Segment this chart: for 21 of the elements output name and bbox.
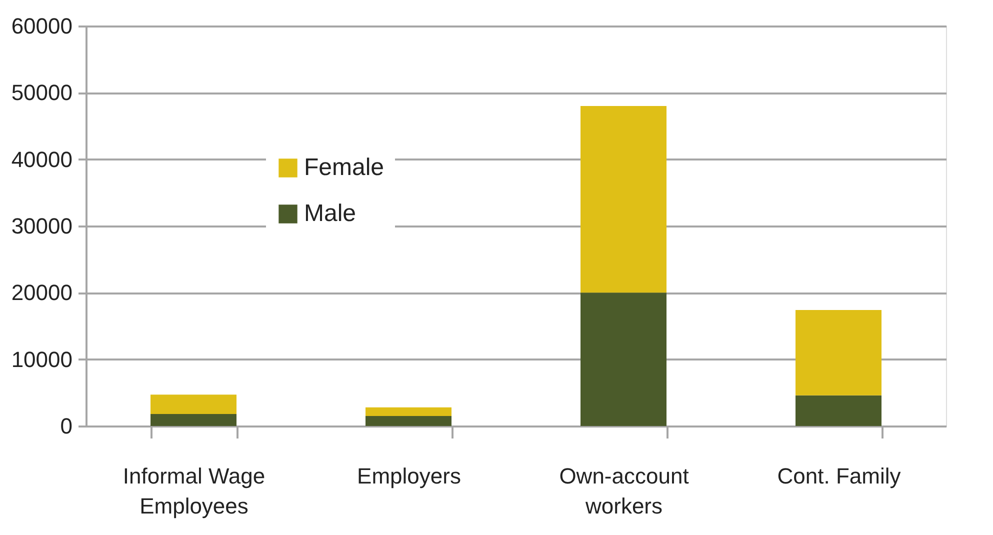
bar: [366, 407, 452, 416]
x-tick-label: Cont. Family: [777, 464, 901, 488]
y-tick-label: 40000: [11, 146, 72, 172]
bar: [366, 416, 452, 426]
y-tick-label: 10000: [11, 346, 72, 372]
y-tick-label: 30000: [11, 214, 72, 238]
x-tick-label: Employers: [357, 464, 461, 488]
y-tick-label: 20000: [11, 280, 72, 306]
bar: [796, 395, 882, 426]
y-tick-label: 0: [60, 414, 72, 438]
legend-label: Female: [304, 154, 384, 181]
x-tick-label: Own-account workers: [559, 464, 689, 518]
bar: [150, 394, 236, 414]
y-tick-label: 50000: [11, 80, 72, 106]
y-tick-label: 60000: [11, 14, 72, 38]
bar: [580, 106, 666, 293]
bar: [796, 310, 882, 396]
bar: [150, 414, 236, 426]
x-tick-label: Informal Wage Employees: [122, 464, 266, 518]
bar: [580, 292, 666, 426]
legend-label: Male: [304, 200, 356, 227]
